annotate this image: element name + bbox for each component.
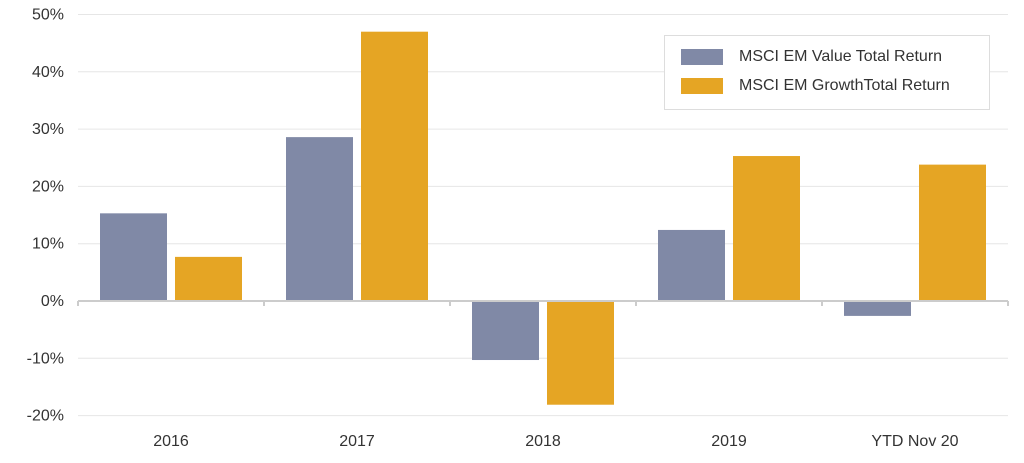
y-tick-label: 50% <box>32 7 64 24</box>
y-tick-label: 20% <box>32 178 64 195</box>
y-tick-label: -20% <box>27 408 64 425</box>
bar-value-4 <box>844 301 911 316</box>
bar-value-1 <box>286 137 353 301</box>
bar-value-2 <box>472 301 539 361</box>
legend-swatch-value <box>681 49 723 65</box>
legend-label-growth: MSCI EM GrowthTotal Return <box>739 77 950 94</box>
bar-value-0 <box>100 213 167 301</box>
x-tick-label: 2018 <box>525 433 561 450</box>
legend: MSCI EM Value Total Return MSCI EM Growt… <box>664 35 990 110</box>
x-tick-label: YTD Nov 20 <box>871 433 958 450</box>
legend-label-value: MSCI EM Value Total Return <box>739 48 943 65</box>
bar-growth-0 <box>175 256 242 301</box>
x-tick-label: 2016 <box>153 433 189 450</box>
bar-growth-4 <box>919 164 986 301</box>
bar-value-3 <box>658 229 725 301</box>
bar-growth-1 <box>361 31 428 301</box>
y-tick-label: -10% <box>27 350 64 367</box>
y-tick-label: 40% <box>32 64 64 81</box>
y-tick-label: 0% <box>41 293 64 310</box>
legend-swatch-growth <box>681 78 723 94</box>
legend-item-growth: MSCI EM GrowthTotal Return <box>681 76 950 96</box>
x-tick-label: 2019 <box>711 433 747 450</box>
legend-item-value: MSCI EM Value Total Return <box>681 47 942 67</box>
x-tick-label: 2017 <box>339 433 375 450</box>
y-tick-label: 10% <box>32 236 64 253</box>
y-tick-label: 30% <box>32 121 64 138</box>
bar-growth-3 <box>733 156 800 301</box>
bar-growth-2 <box>547 301 614 405</box>
